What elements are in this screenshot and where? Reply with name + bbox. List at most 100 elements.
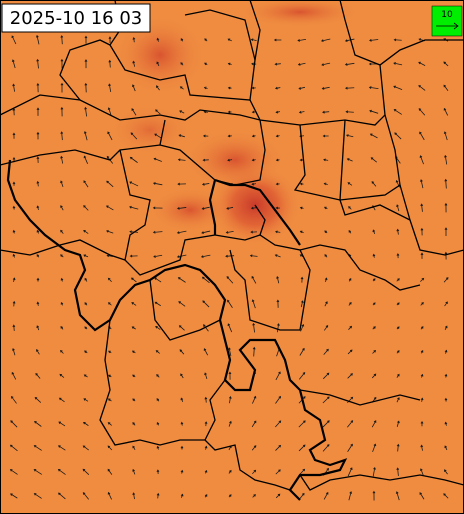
wind-arrow [204, 396, 208, 403]
wind-arrow [36, 180, 40, 187]
wind-arrow [226, 276, 234, 284]
wind-arrow [12, 300, 16, 307]
wind-arrow [12, 132, 16, 139]
wind-arrow [34, 421, 42, 427]
wind-arrow [34, 396, 42, 403]
wind-arrow [201, 206, 210, 210]
hotspot [240, 0, 360, 27]
wind-arrow [347, 396, 354, 404]
wind-arrow [60, 205, 64, 211]
wind-arrow [130, 277, 137, 283]
wind-arrow [106, 180, 114, 188]
wind-arrow [204, 421, 208, 427]
wind-arrow [131, 302, 137, 306]
wind-arrow [324, 206, 328, 210]
wind-arrow [82, 421, 89, 426]
wind-arrow [153, 157, 162, 162]
wind-arrow [82, 492, 89, 500]
wind-arrow [444, 154, 448, 165]
wind-arrow [107, 468, 113, 475]
wind-arrow [443, 493, 449, 499]
wind-arrow [299, 182, 304, 186]
wind-arrow [9, 444, 18, 452]
wind-arrow [371, 420, 377, 428]
borders [0, 0, 464, 501]
wind-arrow [369, 38, 379, 42]
wind-arrow [323, 182, 328, 186]
wind-arrow [129, 205, 139, 210]
wind-arrow [299, 347, 305, 356]
wind-arrow [444, 373, 448, 378]
wind-arrow [348, 301, 352, 306]
wind-arrow [322, 444, 330, 452]
wind-arrow [132, 374, 136, 378]
wind-arrow [443, 61, 449, 67]
wind-arrow [228, 420, 232, 427]
wind-arrow [203, 324, 209, 332]
wind-arrow [348, 206, 352, 210]
wind-arrow [179, 349, 185, 355]
wind-arrow [298, 444, 306, 452]
wind-arrow [348, 325, 353, 330]
wind-arrow [12, 253, 16, 258]
wind-arrow [275, 182, 280, 186]
wind-arrow [396, 397, 400, 403]
wind-arrow [396, 253, 400, 259]
wind-arrow [36, 131, 40, 140]
wind-arrow [275, 110, 280, 114]
wind-arrow [108, 59, 112, 68]
wind-arrow [369, 109, 379, 114]
wind-arrow [156, 374, 160, 378]
wind-arrow [178, 301, 186, 307]
wind-arrow [11, 395, 17, 404]
wind-arrow [250, 38, 257, 42]
wind-arrow [251, 420, 257, 428]
wind-arrow [347, 443, 353, 452]
wind-arrow [226, 206, 234, 210]
wind-arrow [36, 277, 40, 282]
wind-arrow [84, 277, 88, 282]
wind-arrow [443, 277, 449, 283]
wind-arrow [11, 59, 16, 69]
wind-arrow [36, 205, 40, 210]
wind-arrow [60, 301, 64, 306]
wind-arrow [132, 84, 136, 92]
wind-arrow [274, 62, 281, 66]
wind-arrow [132, 492, 136, 500]
wind-arrow [323, 491, 329, 500]
wind-arrow [156, 61, 160, 67]
wind-arrow [324, 277, 328, 283]
wind-arrow [372, 229, 376, 235]
wind-arrow [179, 86, 184, 90]
wind-arrow [369, 133, 378, 139]
wind-arrow [176, 206, 187, 210]
wind-arrow [202, 300, 210, 308]
wind-arrow [252, 346, 256, 357]
wind-arrow [204, 445, 208, 450]
wind-arrow [60, 254, 64, 258]
wind-arrow [396, 467, 400, 476]
wind-arrow [252, 494, 256, 498]
wind-arrow [9, 469, 18, 475]
wind-arrow [274, 254, 281, 258]
wind-arrow [324, 230, 328, 234]
wind-arrow [228, 347, 232, 357]
wind-arrow [227, 110, 232, 114]
wind-arrow [153, 254, 163, 258]
wind-arrow [418, 85, 426, 91]
wind-arrow [12, 347, 16, 356]
wind-arrow [105, 205, 114, 211]
wind-arrow [322, 134, 329, 138]
wind-arrow [82, 445, 89, 451]
wind-arrow [444, 251, 448, 260]
wind-arrow [12, 83, 16, 92]
wind-arrow [83, 254, 89, 258]
wind-arrow [276, 323, 280, 333]
timestamp-box [1, 3, 151, 33]
wind-arrow [10, 493, 18, 499]
wind-arrow [443, 107, 449, 116]
wind-arrow [275, 230, 281, 234]
wind-arrow [347, 420, 354, 428]
wind-arrow [300, 276, 304, 283]
wind-arrow [58, 492, 66, 500]
